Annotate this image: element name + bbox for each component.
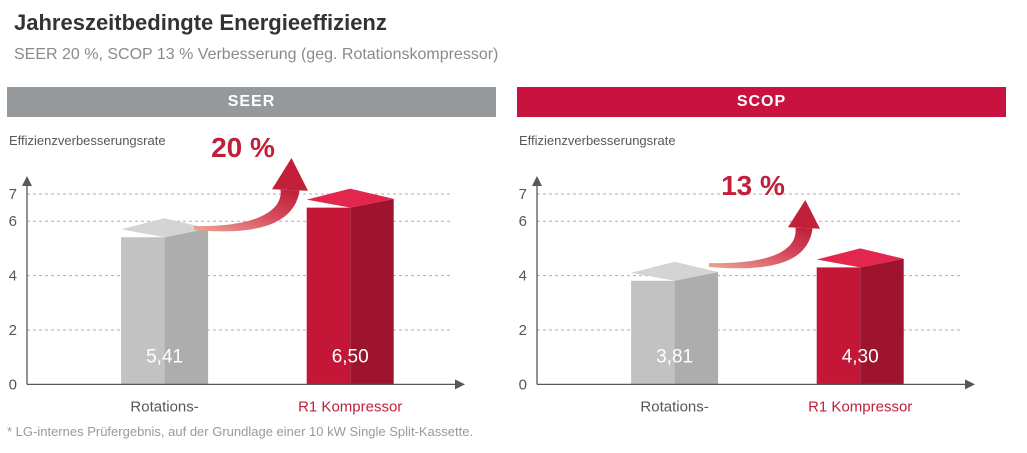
svg-text:R1 Kompressor: R1 Kompressor: [808, 398, 912, 415]
svg-text:0: 0: [519, 376, 527, 393]
svg-text:13 %: 13 %: [721, 170, 785, 201]
svg-text:R1 Kompressor: R1 Kompressor: [298, 398, 402, 415]
svg-text:6: 6: [519, 213, 527, 230]
svg-text:4: 4: [9, 268, 17, 285]
svg-text:6,50: 6,50: [332, 346, 369, 367]
svg-text:0: 0: [9, 376, 17, 393]
svg-text:2: 2: [9, 322, 17, 339]
svg-text:4,30: 4,30: [842, 346, 879, 367]
svg-text:7: 7: [9, 186, 17, 203]
svg-text:2: 2: [519, 322, 527, 339]
svg-text:4: 4: [519, 268, 527, 285]
svg-text:6: 6: [9, 213, 17, 230]
svg-text:20 %: 20 %: [211, 132, 275, 163]
svg-text:3,81: 3,81: [656, 346, 693, 367]
svg-text:Rotations-: Rotations-: [130, 398, 198, 415]
svg-text:7: 7: [519, 186, 527, 203]
svg-text:5,41: 5,41: [146, 346, 183, 367]
svg-text:Rotations-: Rotations-: [640, 398, 708, 415]
